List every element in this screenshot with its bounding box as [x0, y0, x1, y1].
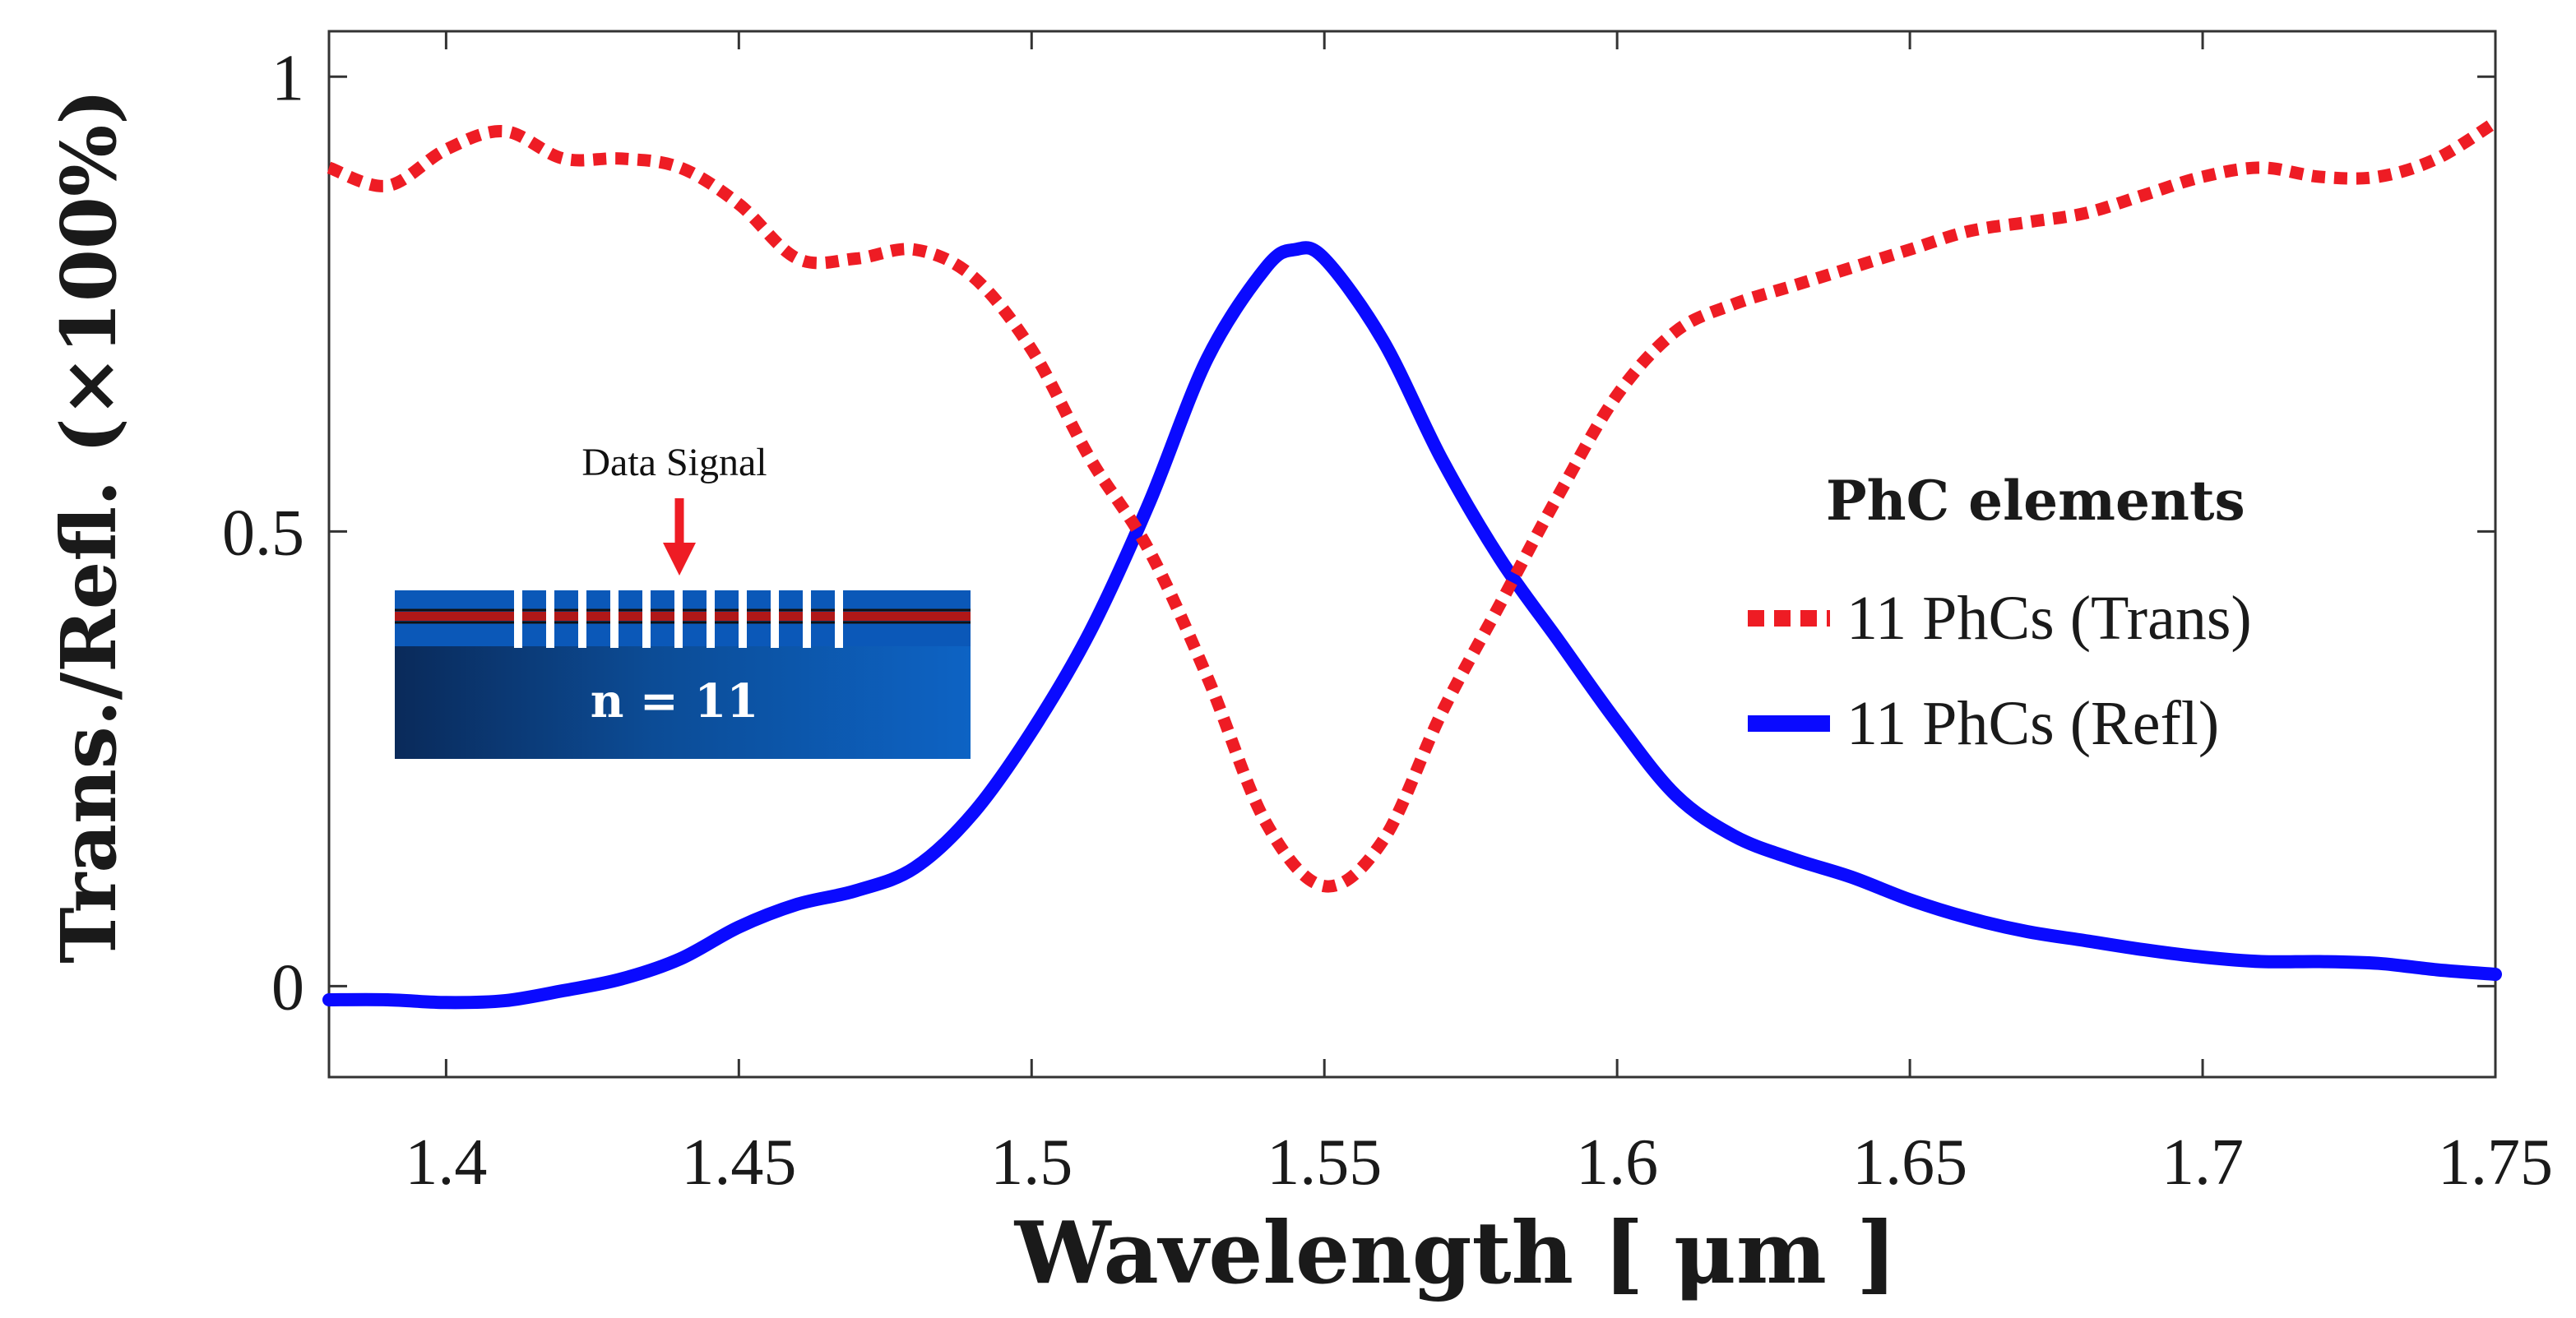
inset-slot [514, 590, 522, 648]
y-tick-label: 0 [271, 951, 304, 1024]
x-tick-label: 1.6 [1576, 1126, 1658, 1199]
x-axis-title: Wavelength [ μm ] [1014, 1202, 1897, 1303]
inset-slot [610, 590, 619, 648]
inset-slot [771, 590, 779, 648]
inset-slot [674, 590, 683, 648]
series-line-trans [327, 117, 2500, 893]
y-tick-label: 1 [271, 42, 304, 114]
x-tick-label: 1.75 [2438, 1126, 2553, 1199]
series-layer [322, 117, 2502, 1010]
y-axis-title: Trans./Refl. (×100%) [44, 89, 133, 964]
x-tick-label: 1.55 [1267, 1126, 1382, 1199]
inset-slot [835, 590, 843, 648]
plot-frame [327, 30, 2497, 1079]
x-tick-label: 1.45 [681, 1126, 796, 1199]
inset-slot [739, 590, 747, 648]
legend: PhC elements 11 PhCs (Trans) 11 PhCs (Re… [1748, 469, 2252, 758]
y-tick-label: 0.5 [222, 497, 304, 569]
inset-schematic: Data Signal n = 11 [395, 441, 971, 759]
inset-slot [803, 590, 811, 648]
x-tick-label: 1.7 [2161, 1126, 2244, 1199]
inset-slot [642, 590, 651, 648]
legend-trans-label: 11 PhCs (Trans) [1846, 584, 2252, 653]
x-axis-ticks: 1.4 1.45 1.5 1.55 1.6 1.65 1.7 1.75 [405, 31, 2553, 1199]
inset-slot [546, 590, 554, 648]
inset-slot [707, 590, 715, 648]
inset-arrow-head-icon [663, 543, 696, 576]
legend-title: PhC elements [1826, 469, 2245, 533]
x-tick-label: 1.4 [405, 1126, 487, 1199]
inset-data-signal-label: Data Signal [581, 441, 767, 484]
series-line-refl [322, 241, 2502, 1010]
y-axis-ticks: 00.51 [222, 42, 2495, 1024]
x-tick-label: 1.5 [990, 1126, 1073, 1199]
inset-n-label: n = 11 [591, 674, 759, 728]
legend-refl-label: 11 PhCs (Refl) [1846, 689, 2219, 758]
inset-slot [578, 590, 586, 648]
inset-slots [514, 590, 843, 648]
x-tick-label: 1.65 [1852, 1126, 1967, 1199]
